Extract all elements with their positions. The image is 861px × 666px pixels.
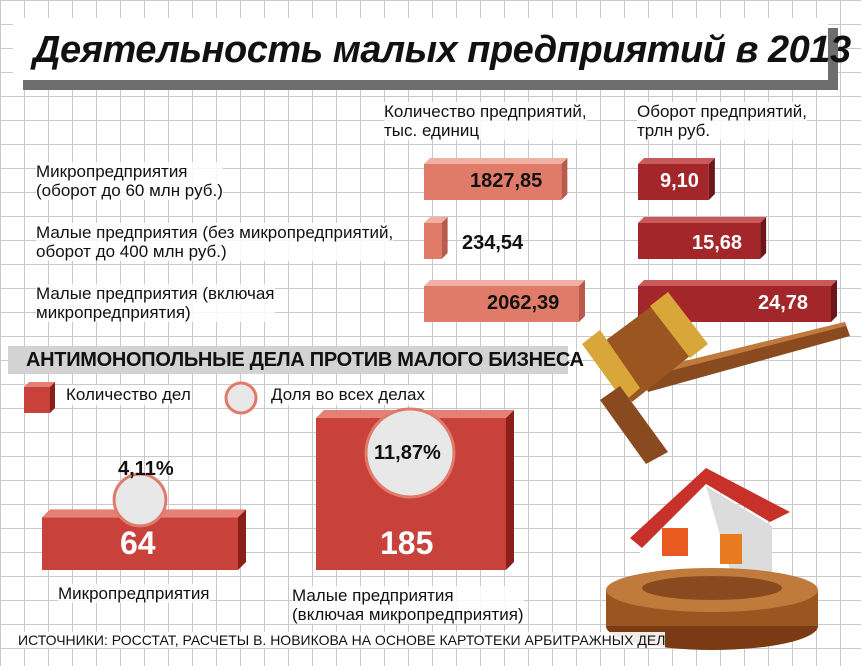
count-label-micro: 64 bbox=[120, 525, 156, 561]
row-label-line2: микропредприятия) bbox=[36, 303, 191, 322]
category-label-small: Малые предприятия (включая микропредприя… bbox=[292, 586, 524, 624]
gavel-band-right bbox=[650, 292, 708, 358]
row-label-line1: Микропредприятия bbox=[36, 162, 188, 181]
value-label-count-small-incl: 2062,39 bbox=[487, 292, 560, 314]
value-label-turnover-small-excl: 15,68 bbox=[692, 232, 743, 254]
value-label-turnover-micro: 9,10 bbox=[660, 170, 699, 192]
gavel-band-left bbox=[582, 330, 640, 402]
page-title: Деятельность малых предприятий в 2013 г. bbox=[33, 29, 861, 71]
value-label-count-small-excl: 234,54 bbox=[462, 232, 524, 254]
row-label-line1: Малые предприятия (включая bbox=[36, 284, 275, 303]
legend-share-label: Доля во всех делах bbox=[271, 385, 425, 405]
house-icon bbox=[630, 468, 790, 588]
bar-count-2 bbox=[424, 280, 585, 322]
row-label-line1: Малые предприятия (без микропредприятий, bbox=[36, 223, 394, 242]
legend-share-icon bbox=[224, 381, 258, 415]
col-header-count-line1: Количество предприятий, bbox=[384, 102, 587, 121]
pct-label-small: 11,87% bbox=[374, 442, 441, 464]
bar-turnover-0 bbox=[638, 158, 715, 200]
bar-count-1 bbox=[424, 217, 448, 259]
bar-turnover-1 bbox=[638, 217, 767, 259]
col-header-turnover: Оборот предприятий, трлн руб. bbox=[637, 102, 807, 140]
category-label-small-line2: (включая микропредприятия) bbox=[292, 605, 524, 624]
gavel-handle bbox=[640, 322, 850, 392]
count-label-small: 185 bbox=[380, 525, 434, 561]
legend-count-label: Количество дел bbox=[66, 385, 191, 405]
title-box: Деятельность малых предприятий в 2013 г. bbox=[13, 18, 861, 80]
category-label-small-line1: Малые предприятия bbox=[292, 586, 454, 605]
row-label-line2: оборот до 400 млн руб.) bbox=[36, 242, 227, 261]
share-circle-1 bbox=[364, 407, 456, 499]
section-header: АНТИМОНОПОЛЬНЫЕ ДЕЛА ПРОТИВ МАЛОГО БИЗНЕ… bbox=[8, 346, 584, 374]
bar-count-0 bbox=[424, 158, 568, 200]
col-header-turnover-line2: трлн руб. bbox=[637, 121, 711, 140]
row-label-small-excl: Малые предприятия (без микропредприятий,… bbox=[36, 223, 394, 261]
legend-count-icon bbox=[24, 382, 55, 413]
pct-label-micro: 4,11% bbox=[118, 458, 174, 480]
category-label-micro: Микропредприятия bbox=[58, 584, 210, 603]
row-label-line2: (оборот до 60 млн руб.) bbox=[36, 181, 223, 200]
share-circle-0 bbox=[112, 472, 168, 528]
value-label-turnover-small-incl: 24,78 bbox=[758, 292, 809, 314]
row-label-small-incl: Малые предприятия (включая микропредприя… bbox=[36, 284, 275, 322]
col-header-turnover-line1: Оборот предприятий, bbox=[637, 102, 807, 121]
house-window-right bbox=[720, 534, 742, 564]
value-label-count-micro: 1827,85 bbox=[470, 170, 543, 192]
house-roof bbox=[630, 468, 790, 548]
gavel-icon bbox=[582, 292, 850, 464]
house-window-left bbox=[662, 528, 688, 556]
col-header-count-line2: тыс. единиц bbox=[384, 121, 480, 140]
col-header-count: Количество предприятий, тыс. единиц bbox=[384, 102, 587, 140]
row-label-micro: Микропредприятия (оборот до 60 млн руб.) bbox=[36, 162, 223, 200]
gavel-face bbox=[600, 386, 668, 464]
section-title: АНТИМОНОПОЛЬНЫЕ ДЕЛА ПРОТИВ МАЛОГО БИЗНЕ… bbox=[26, 349, 584, 371]
source-note: ИСТОЧНИКИ: РОССТАТ, РАСЧЕТЫ В. НОВИКОВА … bbox=[18, 632, 666, 648]
